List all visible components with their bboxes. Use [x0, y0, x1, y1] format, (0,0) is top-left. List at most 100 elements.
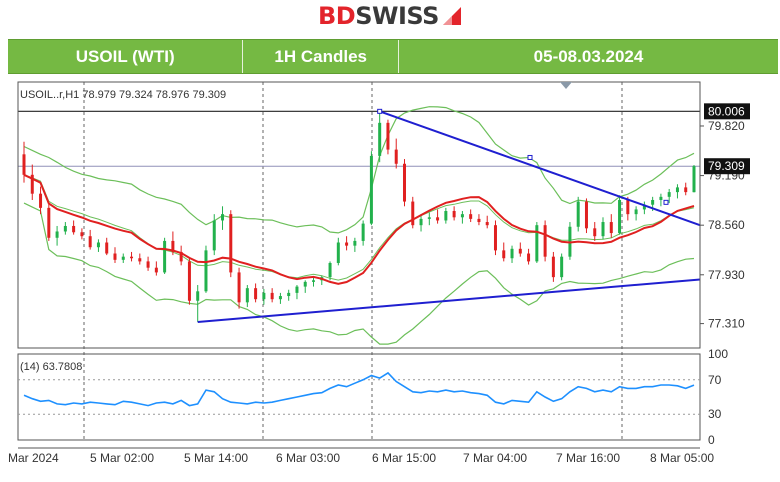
bollinger-middle: [23, 174, 695, 281]
candle-body: [237, 272, 241, 303]
candle-body: [626, 199, 630, 215]
candle-body: [30, 174, 34, 194]
price-tick-label: 78.560: [708, 218, 745, 232]
candle-body: [659, 196, 663, 200]
candle-body: [651, 199, 655, 205]
moving-average-line: [23, 173, 695, 285]
candle-body: [551, 256, 555, 278]
candle-body: [221, 214, 225, 221]
candle-body: [444, 211, 448, 221]
candle-body: [55, 231, 59, 238]
candle-body: [63, 225, 67, 232]
candle-body: [684, 187, 688, 193]
rsi-panel: 100 70 30 0: [17, 347, 728, 447]
candle-body: [369, 155, 373, 224]
candle-body: [303, 281, 307, 287]
candle-body: [72, 225, 76, 233]
candle-body: [618, 199, 622, 234]
candle-body: [146, 261, 150, 268]
candle-body: [312, 280, 316, 282]
price-tick-label: 77.310: [708, 317, 745, 331]
candle-body: [254, 288, 258, 300]
candle-body: [419, 218, 423, 226]
header-dates: 05-08.03.2024: [533, 46, 644, 66]
trendlines: [197, 108, 701, 324]
candle-body: [47, 207, 51, 238]
scroll-marker-icon[interactable]: [560, 82, 572, 89]
trendline-anchor: [377, 108, 383, 114]
candle-body: [39, 193, 43, 208]
candle-body: [634, 209, 638, 215]
candle-body: [229, 214, 233, 273]
candle-body: [196, 291, 200, 301]
rsi-label: (14) 63.7808: [20, 361, 82, 373]
candle-body: [510, 248, 514, 259]
candle-body: [609, 222, 613, 234]
time-label: 6 Mar 03:00: [276, 451, 340, 465]
candle-body: [560, 256, 564, 278]
candle-body: [436, 217, 440, 221]
time-label: 7 Mar 04:00: [463, 451, 527, 465]
candle-body: [171, 240, 175, 252]
candle-body: [593, 228, 597, 237]
candles-layer: [22, 111, 696, 323]
candle-body: [105, 242, 109, 254]
candle-body: [204, 250, 208, 292]
candle-body: [378, 122, 382, 156]
candle-body: [212, 220, 216, 251]
trendline-anchor: [663, 199, 669, 205]
price-tag-label: 79.309: [708, 159, 745, 173]
candle-body: [361, 223, 365, 241]
candle-body: [345, 242, 349, 246]
candle-body: [187, 261, 191, 301]
price-tick-label: 79.820: [708, 119, 745, 133]
candle-body: [245, 288, 249, 303]
candle-body: [328, 262, 332, 278]
candle-body: [576, 201, 580, 227]
candle-body: [535, 225, 539, 262]
candle-body: [411, 201, 415, 226]
candle-body: [22, 154, 26, 175]
chart-axes: 79.82079.19078.56077.93077.31080.00679.3…: [8, 81, 750, 465]
price-tag: [704, 158, 750, 175]
candle-body: [88, 236, 92, 248]
time-label: 5 Mar 02:00: [90, 451, 154, 465]
candle-body: [427, 217, 431, 219]
candle-body: [163, 240, 167, 273]
candle-body: [692, 166, 696, 193]
candle-body: [138, 258, 142, 262]
candle-body: [336, 242, 340, 263]
brand-bd: BD: [318, 2, 356, 30]
candle-body: [675, 187, 679, 193]
candle-body: [96, 242, 100, 248]
candle-body: [460, 214, 464, 218]
resistance-trendline: [379, 110, 701, 227]
candle-body: [121, 256, 125, 260]
rsi-tick-label: 100: [708, 347, 728, 361]
brand-swiss: SWISS: [355, 2, 439, 30]
moving-average: [23, 173, 695, 285]
rsi-tick-label: 30: [708, 407, 722, 421]
price-tick-label: 77.930: [708, 268, 745, 282]
time-label: 6 Mar 15:00: [372, 451, 436, 465]
candle-body: [477, 218, 481, 223]
rsi-tick-label: 70: [708, 373, 722, 387]
candle-body: [179, 251, 183, 262]
candle-body: [278, 296, 282, 300]
brand-header: BD SWISS: [0, 0, 780, 36]
time-label: 5 Mar 14:00: [184, 451, 248, 465]
time-label: 7 Mar 16:00: [556, 451, 620, 465]
candle-body: [667, 192, 671, 197]
candle-body: [502, 250, 506, 259]
time-label: Mar 2024: [8, 451, 59, 465]
brand-mark-icon: [442, 7, 461, 25]
bollinger-bands: [23, 106, 695, 345]
candle-body: [80, 232, 84, 237]
trendline-anchor: [527, 154, 533, 160]
rsi-tick-label: 0: [708, 433, 715, 447]
bollinger-lower: [23, 202, 695, 345]
candle-body: [493, 225, 497, 251]
candle-body: [270, 292, 274, 300]
bdswiss-logo: BD SWISS: [318, 2, 463, 30]
